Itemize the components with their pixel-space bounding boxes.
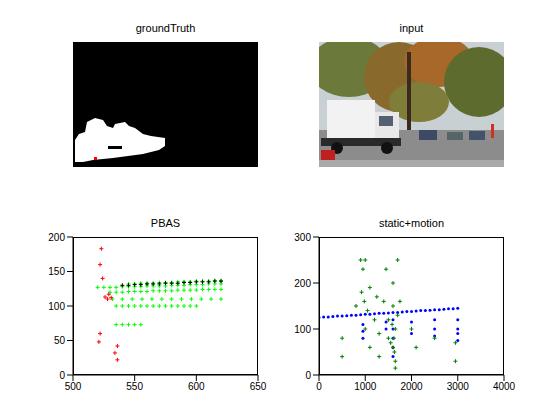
html-text:PBAS: PBAS (150, 217, 181, 229)
svg-text:0: 0 (305, 370, 311, 381)
html-text:input: input (399, 22, 424, 34)
svg-text:100: 100 (294, 324, 311, 335)
svg-text:4000: 4000 (493, 381, 516, 392)
svg-text:0: 0 (316, 381, 322, 392)
svg-text:100: 100 (48, 301, 65, 312)
svg-text:200: 200 (48, 232, 65, 243)
svg-text:3000: 3000 (447, 381, 470, 392)
svg-text:300: 300 (294, 232, 311, 243)
svg-text:2000: 2000 (400, 381, 423, 392)
svg-text:550: 550 (126, 381, 143, 392)
html-text:groundTruth: groundTruth (135, 22, 196, 34)
html-text:static+motion: static+motion (378, 217, 445, 229)
svg-text:200: 200 (294, 278, 311, 289)
svg-text:500: 500 (65, 381, 82, 392)
svg-text:650: 650 (250, 381, 267, 392)
svg-text:600: 600 (188, 381, 205, 392)
svg-text:150: 150 (48, 266, 65, 277)
svg-text:0: 0 (59, 370, 65, 381)
svg-text:1000: 1000 (354, 381, 377, 392)
svg-text:50: 50 (54, 335, 66, 346)
